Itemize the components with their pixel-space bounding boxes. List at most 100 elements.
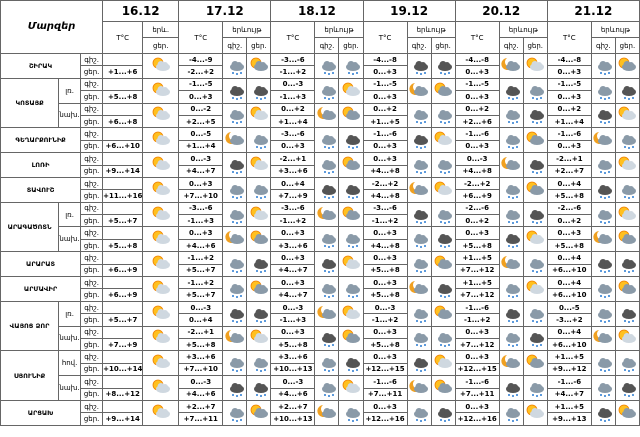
icon-cell: [222, 300, 248, 327]
day-temp: +12...+15: [454, 362, 500, 377]
day-temp: +5...+8: [270, 337, 316, 352]
day-header: ցեր.: [614, 37, 640, 54]
day-temp: 0...+3: [546, 139, 592, 154]
day-label: ցեր.: [80, 164, 104, 178]
date-header: 19.12: [362, 0, 456, 22]
night-temp: 0...+4: [546, 276, 592, 290]
icon-cell: [222, 276, 248, 302]
night-temp: 0...+3: [362, 152, 408, 166]
night-temp: -4...-9: [178, 52, 224, 67]
icon-cell: [406, 176, 432, 203]
icon-cell: [614, 127, 640, 154]
night-label: գիշ.: [80, 127, 104, 141]
night-temp: 0...-3: [270, 300, 316, 315]
weather-icon: [342, 255, 360, 270]
day-temp: +5...+7: [102, 214, 144, 228]
icon-cell: [314, 399, 340, 426]
icon-cell: [522, 102, 548, 129]
zone-label: նախ.: [58, 226, 82, 253]
weather-icon: [152, 330, 170, 344]
night-temp: 0...+2: [362, 102, 408, 116]
weather-icon: [530, 209, 545, 224]
day-temp: +6...+9: [454, 189, 500, 203]
icon-cell: [430, 375, 456, 401]
icon-cell: [498, 375, 524, 401]
day-temp: +2...+6: [454, 114, 500, 129]
day-temp: +5...+7: [178, 288, 224, 302]
night-temp: 0...+3: [546, 226, 592, 240]
night-label: գիշ.: [80, 176, 104, 191]
temp-header: T°C: [454, 21, 500, 54]
icon-cell: [338, 251, 364, 278]
day-temp: +5...+8: [546, 238, 592, 253]
icon-cell: [314, 152, 340, 178]
icon-cell: [246, 399, 272, 426]
icon-cell: [314, 102, 340, 129]
night-temp: -2...-6: [546, 201, 592, 216]
night-header: գիշ.: [498, 37, 524, 54]
icon-cell: [406, 276, 432, 302]
icon-cell: [614, 176, 640, 203]
icon-cell: [522, 77, 548, 104]
region-name: ՍՅՈՒՆԻՔ: [0, 350, 60, 401]
icon-cell: [314, 176, 340, 203]
night-header: գիշ.: [314, 37, 340, 54]
weather-icon: [321, 234, 336, 249]
day-temp: +5...+8: [102, 90, 144, 104]
icon-cell: [522, 300, 548, 327]
icon-cell: [614, 201, 640, 228]
temp-empty: [102, 226, 144, 240]
icon-cell: [406, 300, 432, 327]
night-temp: 0...+3: [362, 226, 408, 240]
icon-cell: [522, 201, 548, 228]
icon-cell: [246, 375, 272, 401]
night-temp: 0...+4: [546, 176, 592, 191]
weather-icon: [152, 305, 170, 319]
icon-cell: [246, 102, 272, 129]
day-temp: +3...+6: [270, 164, 316, 178]
weather-icon: [152, 404, 170, 418]
icon-cell: [498, 53, 524, 79]
weather-icon: [152, 206, 170, 220]
weather-icon: [434, 82, 453, 96]
phen-header: երևույթ: [222, 21, 272, 38]
zone-label: լռ.: [58, 201, 82, 228]
icon-cell: [430, 53, 456, 79]
day-temp: +7...+9: [270, 189, 316, 203]
icon-cell: [430, 102, 456, 129]
weather-icon: [438, 333, 453, 348]
night-label: գիշ.: [80, 300, 104, 315]
day-temp: 0...+3: [454, 65, 500, 79]
icon-cell: [222, 152, 248, 178]
weather-icon: [530, 308, 545, 323]
icon-cell: [338, 77, 364, 104]
day-temp: +5...+7: [102, 313, 144, 327]
icon-cell: [590, 300, 616, 327]
icon-cell: [246, 127, 272, 154]
night-label: գիշ.: [80, 276, 104, 290]
weather-icon: [229, 85, 244, 100]
weather-icon: [506, 333, 521, 348]
icon-cell: [498, 77, 524, 104]
weather-icon: [152, 131, 170, 146]
day-temp: +4...+6: [270, 387, 316, 401]
day-label: ցեր.: [80, 412, 104, 426]
icon-cell: [522, 325, 548, 352]
weather-icon: [530, 110, 545, 125]
icon-cell: [338, 350, 364, 377]
day-temp: +4...+7: [546, 387, 592, 401]
icon-cell: [590, 77, 616, 104]
weather-icon: [250, 230, 268, 245]
icon-cell: [498, 276, 524, 302]
temp-empty: [102, 350, 144, 364]
weather-icon: [152, 230, 170, 245]
date-header: 20.12: [454, 0, 548, 22]
icon-cell: [142, 276, 180, 302]
icon-cell: [522, 276, 548, 302]
day-temp: -1...+3: [270, 313, 316, 327]
temp-empty: [102, 127, 144, 141]
weather-icon: [622, 135, 637, 150]
day-temp: -1...+2: [362, 313, 408, 327]
night-temp: -2...+1: [178, 325, 224, 340]
icon-cell: [498, 102, 524, 129]
